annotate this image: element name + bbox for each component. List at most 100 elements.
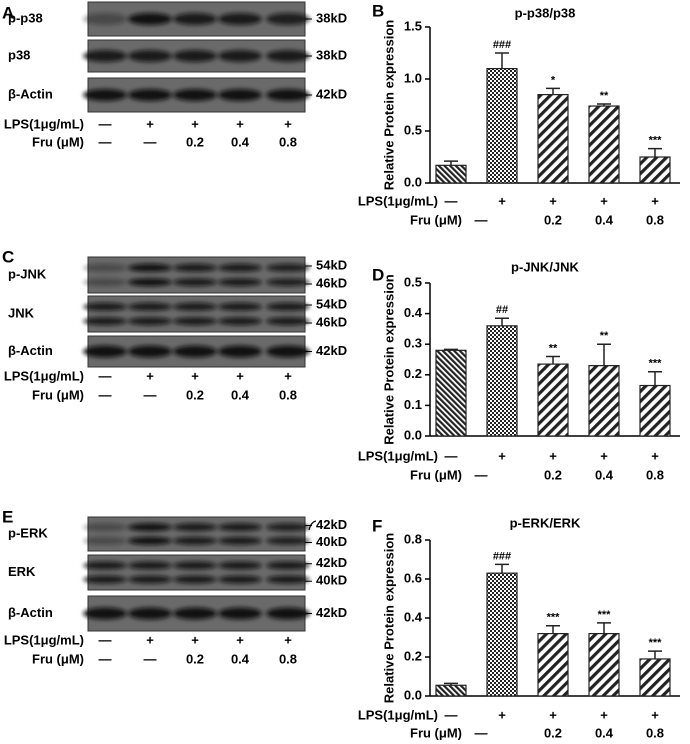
blot-band [266, 302, 310, 311]
bar [588, 365, 620, 437]
treatment-value: + [600, 707, 608, 722]
treatment-value: + [498, 448, 506, 463]
blot-band [173, 523, 217, 532]
significance-label: ### [493, 550, 511, 562]
blot-background [87, 554, 306, 591]
treatment-value: — [99, 632, 112, 647]
blot-band [173, 89, 217, 101]
error-bar [546, 87, 560, 95]
blot-band [218, 263, 262, 272]
treatment-label: Fru (μM) [32, 651, 84, 666]
y-tick-label: 0.5 [404, 274, 422, 289]
bar [435, 164, 467, 184]
treatment-value: — [445, 448, 458, 463]
treatment-value: + [191, 116, 199, 131]
blot-band [218, 536, 262, 545]
treatment-label: Fru (μM) [32, 387, 84, 402]
y-tick-label: 0.8 [404, 531, 422, 546]
blot-band [218, 523, 262, 532]
blot-background [87, 256, 306, 294]
kd-label: 38kD [316, 47, 347, 62]
blot-band [218, 317, 262, 326]
treatment-value: 0.2 [186, 387, 204, 402]
panel-letter: E [2, 507, 13, 526]
error-bar [444, 348, 458, 351]
blot-band [83, 13, 127, 25]
error-bar [444, 160, 458, 166]
treatment-value: + [549, 193, 557, 208]
treatment-value: — [144, 651, 157, 666]
treatment-value: + [146, 368, 154, 383]
y-axis-label: Relative Protein expression [381, 533, 396, 704]
blot-band [83, 263, 127, 272]
y-tick-label: 0.5 [404, 122, 422, 137]
treatment-value: — [475, 467, 488, 482]
blot-band [83, 575, 127, 584]
blot-band [266, 345, 310, 358]
blot-band [83, 536, 127, 545]
error-bar [495, 317, 509, 326]
bar [639, 658, 671, 697]
treatment-value: + [600, 448, 608, 463]
kd-label: 38kD [316, 10, 347, 25]
treatment-value: 0.8 [646, 212, 664, 227]
blot-band [128, 13, 172, 25]
blot-band [266, 13, 310, 25]
blot-band [83, 278, 127, 287]
error-bar [444, 682, 458, 686]
treatment-label: LPS(1μg/mL) [358, 193, 438, 208]
kd-label: 42kD [316, 555, 347, 570]
treatment-value: 0.4 [595, 725, 614, 740]
bar [639, 384, 671, 437]
treatment-value: — [445, 707, 458, 722]
significance-label: ** [549, 342, 558, 354]
kd-label: 42kD [316, 605, 347, 620]
kd-label: 40kD [316, 573, 347, 588]
y-axis-label: Relative Protein expression [381, 20, 396, 191]
treatment-value: + [146, 116, 154, 131]
treatment-value: — [445, 193, 458, 208]
treatment-label: LPS(1μg/mL) [4, 632, 84, 647]
blot-row-label: p38 [8, 47, 30, 62]
treatment-value: — [99, 116, 112, 131]
blot-band [128, 345, 172, 358]
blot-band [266, 523, 310, 532]
blot-row-label: p-ERK [8, 525, 48, 540]
blot-band [266, 317, 310, 326]
blot-row-label: JNK [8, 305, 35, 320]
treatment-value: 0.8 [279, 134, 297, 149]
treatment-value: 0.8 [646, 467, 664, 482]
bar [537, 363, 569, 437]
blot-band [83, 607, 127, 620]
treatment-value: 0.2 [186, 651, 204, 666]
blot-band [83, 317, 127, 326]
blot-band [83, 302, 127, 311]
treatment-value: + [651, 707, 659, 722]
error-bar [597, 103, 611, 107]
kd-label: 40kD [316, 534, 347, 549]
blot-background [87, 295, 306, 333]
blot-band [266, 263, 310, 272]
treatment-value: — [144, 134, 157, 149]
blot-band [173, 50, 217, 62]
treatment-value: 0.2 [544, 212, 562, 227]
treatment-value: 0.2 [186, 134, 204, 149]
treatment-value: — [475, 725, 488, 740]
significance-label: ** [600, 330, 609, 342]
blot-band [83, 523, 127, 532]
chart-title: p-p38/p38 [515, 5, 576, 20]
bar [486, 572, 518, 697]
treatment-value: + [498, 707, 506, 722]
significance-label: *** [649, 358, 663, 370]
treatment-label: Fru (μM) [32, 134, 84, 149]
y-axis-label: Relative Protein expression [381, 274, 396, 445]
treatment-label: LPS(1μg/mL) [4, 116, 84, 131]
bar [588, 105, 620, 184]
blot-band [83, 50, 127, 62]
treatment-value: + [651, 448, 659, 463]
significance-label: *** [598, 609, 612, 621]
error-bar [546, 625, 560, 634]
error-bar [597, 622, 611, 634]
blot-band [128, 575, 172, 584]
